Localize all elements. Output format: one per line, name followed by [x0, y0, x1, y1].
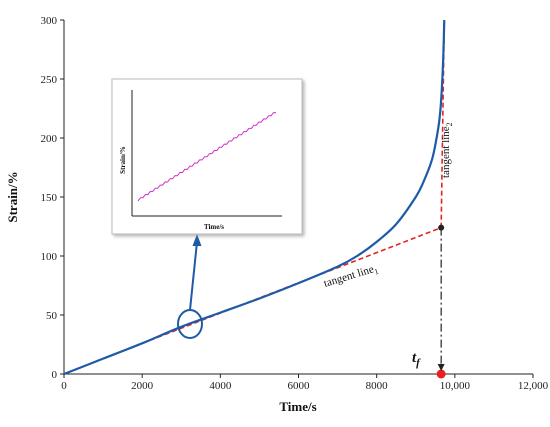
zoom-pointer-arrowhead — [192, 234, 202, 246]
tangent-line-2-label-sub: 2 — [445, 122, 454, 126]
inset-strain-curve — [137, 112, 277, 202]
x-ticks: 0 2000 4000 6000 8000 10,000 12,000 — [61, 374, 549, 392]
x-tick-label: 0 — [61, 380, 67, 392]
tangent-line-2 — [440, 19, 446, 228]
tangent-line-1-label: tangent line1 — [322, 262, 379, 292]
y-tick-label: 50 — [46, 310, 58, 322]
x-axis-title: Time/s — [279, 399, 316, 414]
inset-y-axis-title: Strain/% — [119, 146, 127, 174]
x-tick-label: 4000 — [209, 380, 232, 392]
y-axis-title: Strain/% — [5, 171, 20, 222]
x-tick-label: 10,000 — [440, 380, 471, 392]
y-tick-label: 150 — [41, 192, 58, 204]
y-tick-label: 0 — [52, 369, 58, 381]
tangent-line-2-label-text: tangent line — [440, 126, 452, 178]
failure-time-label-sub: f — [416, 357, 421, 369]
y-tick-label: 250 — [41, 74, 58, 86]
failure-time-label: tf — [412, 350, 421, 369]
tangent-line-1-label-text: tangent line — [322, 263, 375, 290]
x-tick-label: 12,000 — [518, 380, 549, 392]
x-tick-label: 8000 — [366, 380, 389, 392]
inset-x-axis-title: Time/s — [204, 223, 224, 231]
failure-time-arrow — [437, 364, 445, 371]
zoom-pointer-line — [189, 241, 198, 311]
tangent-line-2-label: tangent line2 — [440, 122, 454, 178]
tangent-line-1-label-sub: 1 — [373, 267, 379, 277]
inset-panel: Time/s Strain/% — [111, 78, 303, 235]
failure-time-marker — [436, 369, 446, 379]
y-ticks: 0 50 100 150 200 250 300 — [41, 15, 64, 381]
x-tick-label: 2000 — [131, 380, 154, 392]
strain-curve — [63, 19, 446, 376]
y-tick-label: 200 — [41, 133, 58, 145]
y-tick-label: 300 — [41, 15, 58, 27]
tangent-intersection-marker — [438, 224, 445, 231]
failure-time-label-text: t — [412, 350, 417, 366]
x-tick-label: 6000 — [288, 380, 311, 392]
y-tick-label: 100 — [41, 251, 58, 263]
